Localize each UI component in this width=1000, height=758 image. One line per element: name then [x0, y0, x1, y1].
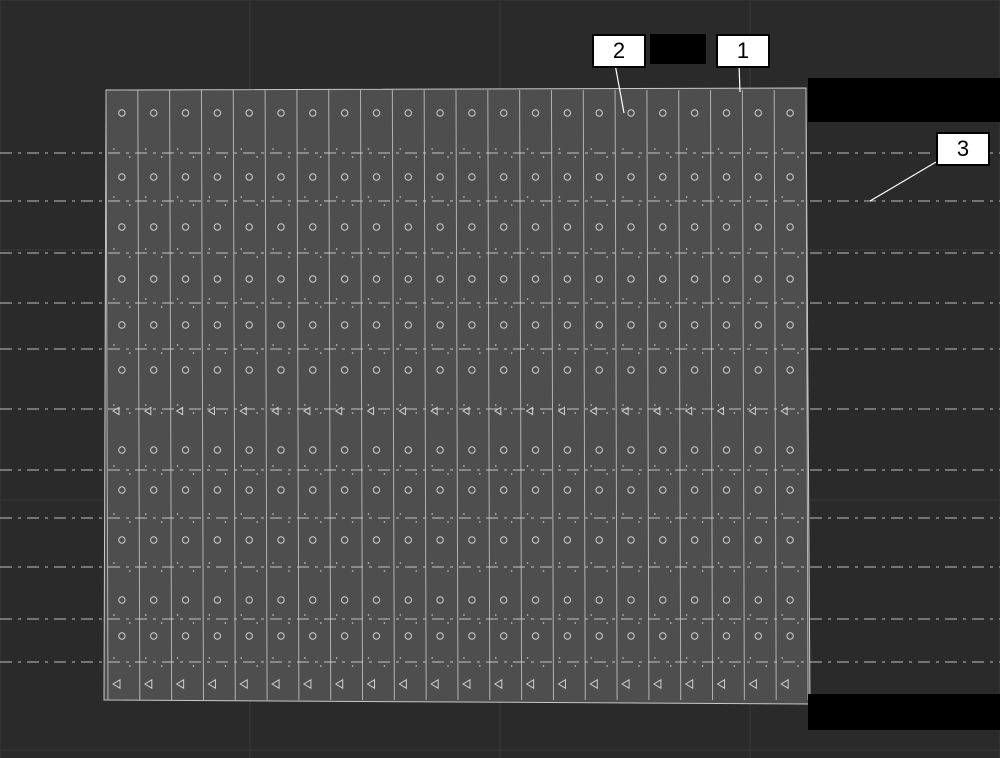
mask-bar — [808, 694, 1000, 730]
callout-label-1: 1 — [716, 34, 770, 68]
mask-bar — [808, 78, 1000, 122]
callout-label-3: 3 — [936, 132, 990, 166]
callout-label-2: 2 — [592, 34, 646, 68]
mask-bar — [650, 34, 706, 64]
